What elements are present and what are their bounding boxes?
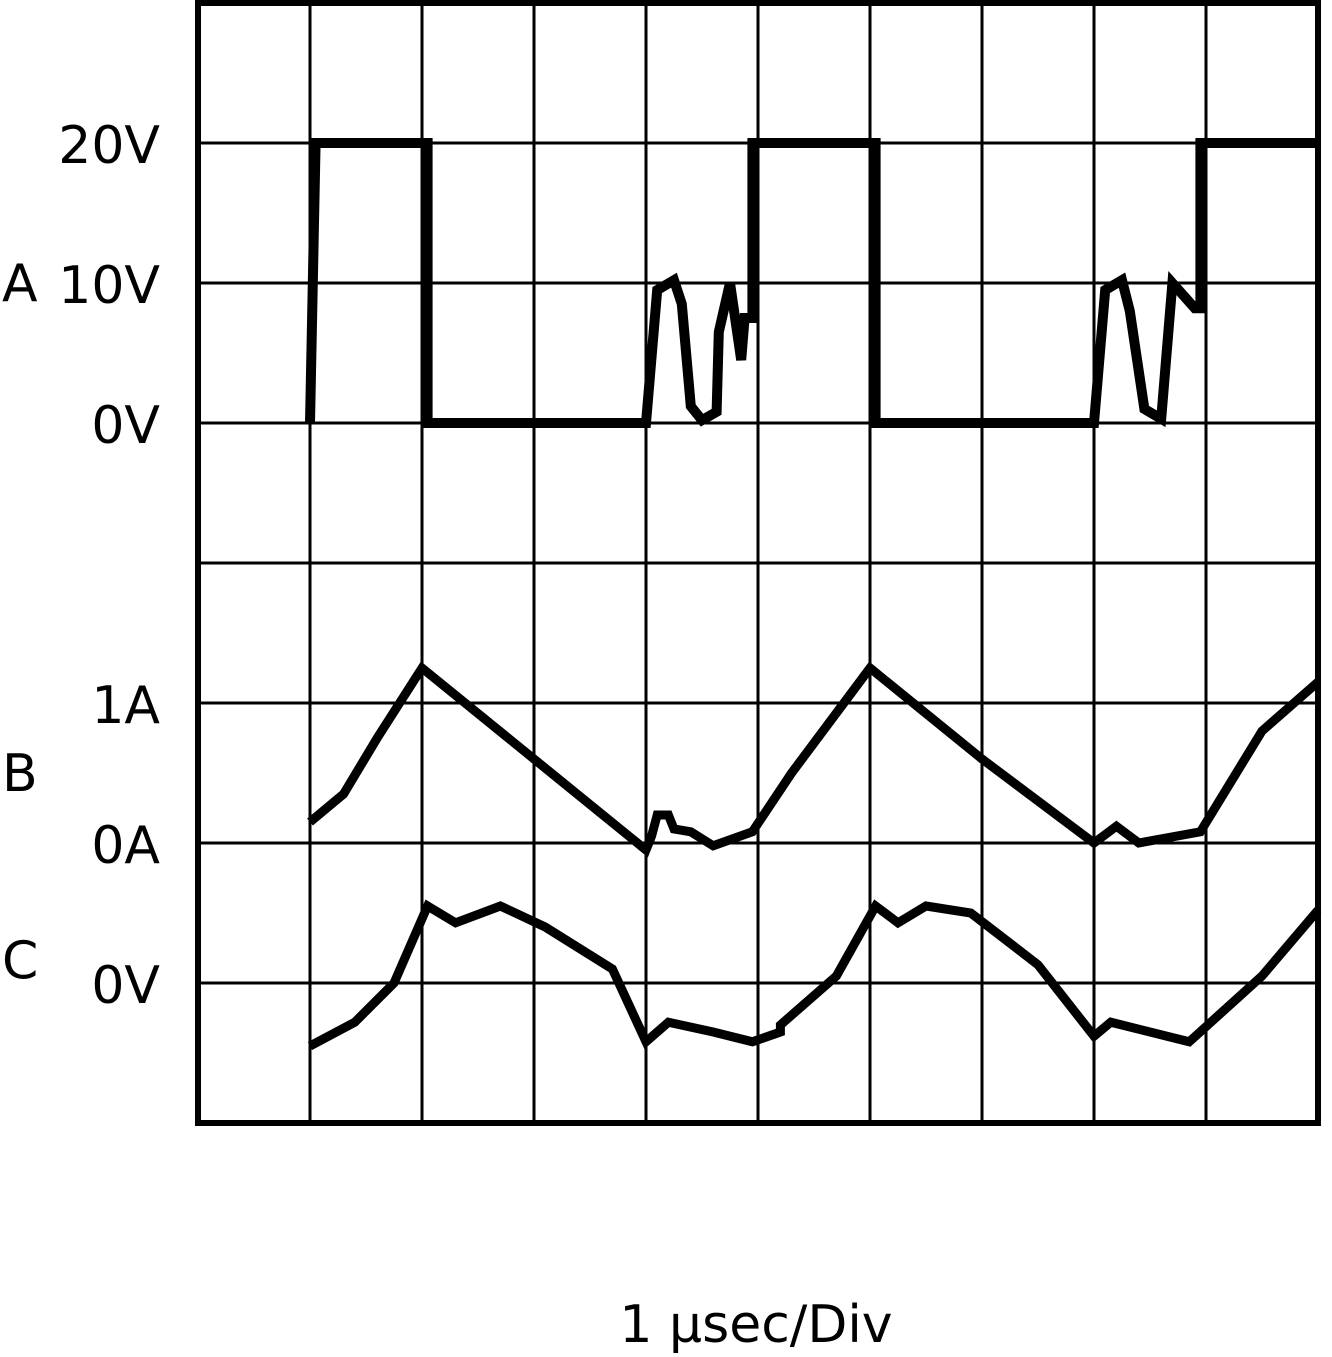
channel-label-b: B <box>2 744 38 804</box>
tick-label-b-1: 0A <box>91 816 160 876</box>
x-axis-label: 1 μsec/Div <box>619 1295 892 1355</box>
tick-label-a-1: 10V <box>58 256 160 316</box>
tick-label-b-0: 1A <box>91 676 160 736</box>
tick-labels: 20V 10V 0V 1A 0A 0V <box>58 116 160 1016</box>
tick-label-a-2: 0V <box>91 396 160 456</box>
channel-label-a: A <box>2 254 38 314</box>
trace-a <box>305 138 1318 428</box>
channel-labels: A B C <box>2 254 38 992</box>
trace-b <box>307 661 1321 858</box>
channel-label-c: C <box>2 932 38 992</box>
tick-label-c-0: 0V <box>91 956 160 1016</box>
tick-label-a-0: 20V <box>58 116 160 176</box>
trace-c <box>307 899 1322 1050</box>
plot-frame <box>195 0 1321 1126</box>
grid-lines <box>198 3 1318 1123</box>
traces <box>305 138 1322 1050</box>
